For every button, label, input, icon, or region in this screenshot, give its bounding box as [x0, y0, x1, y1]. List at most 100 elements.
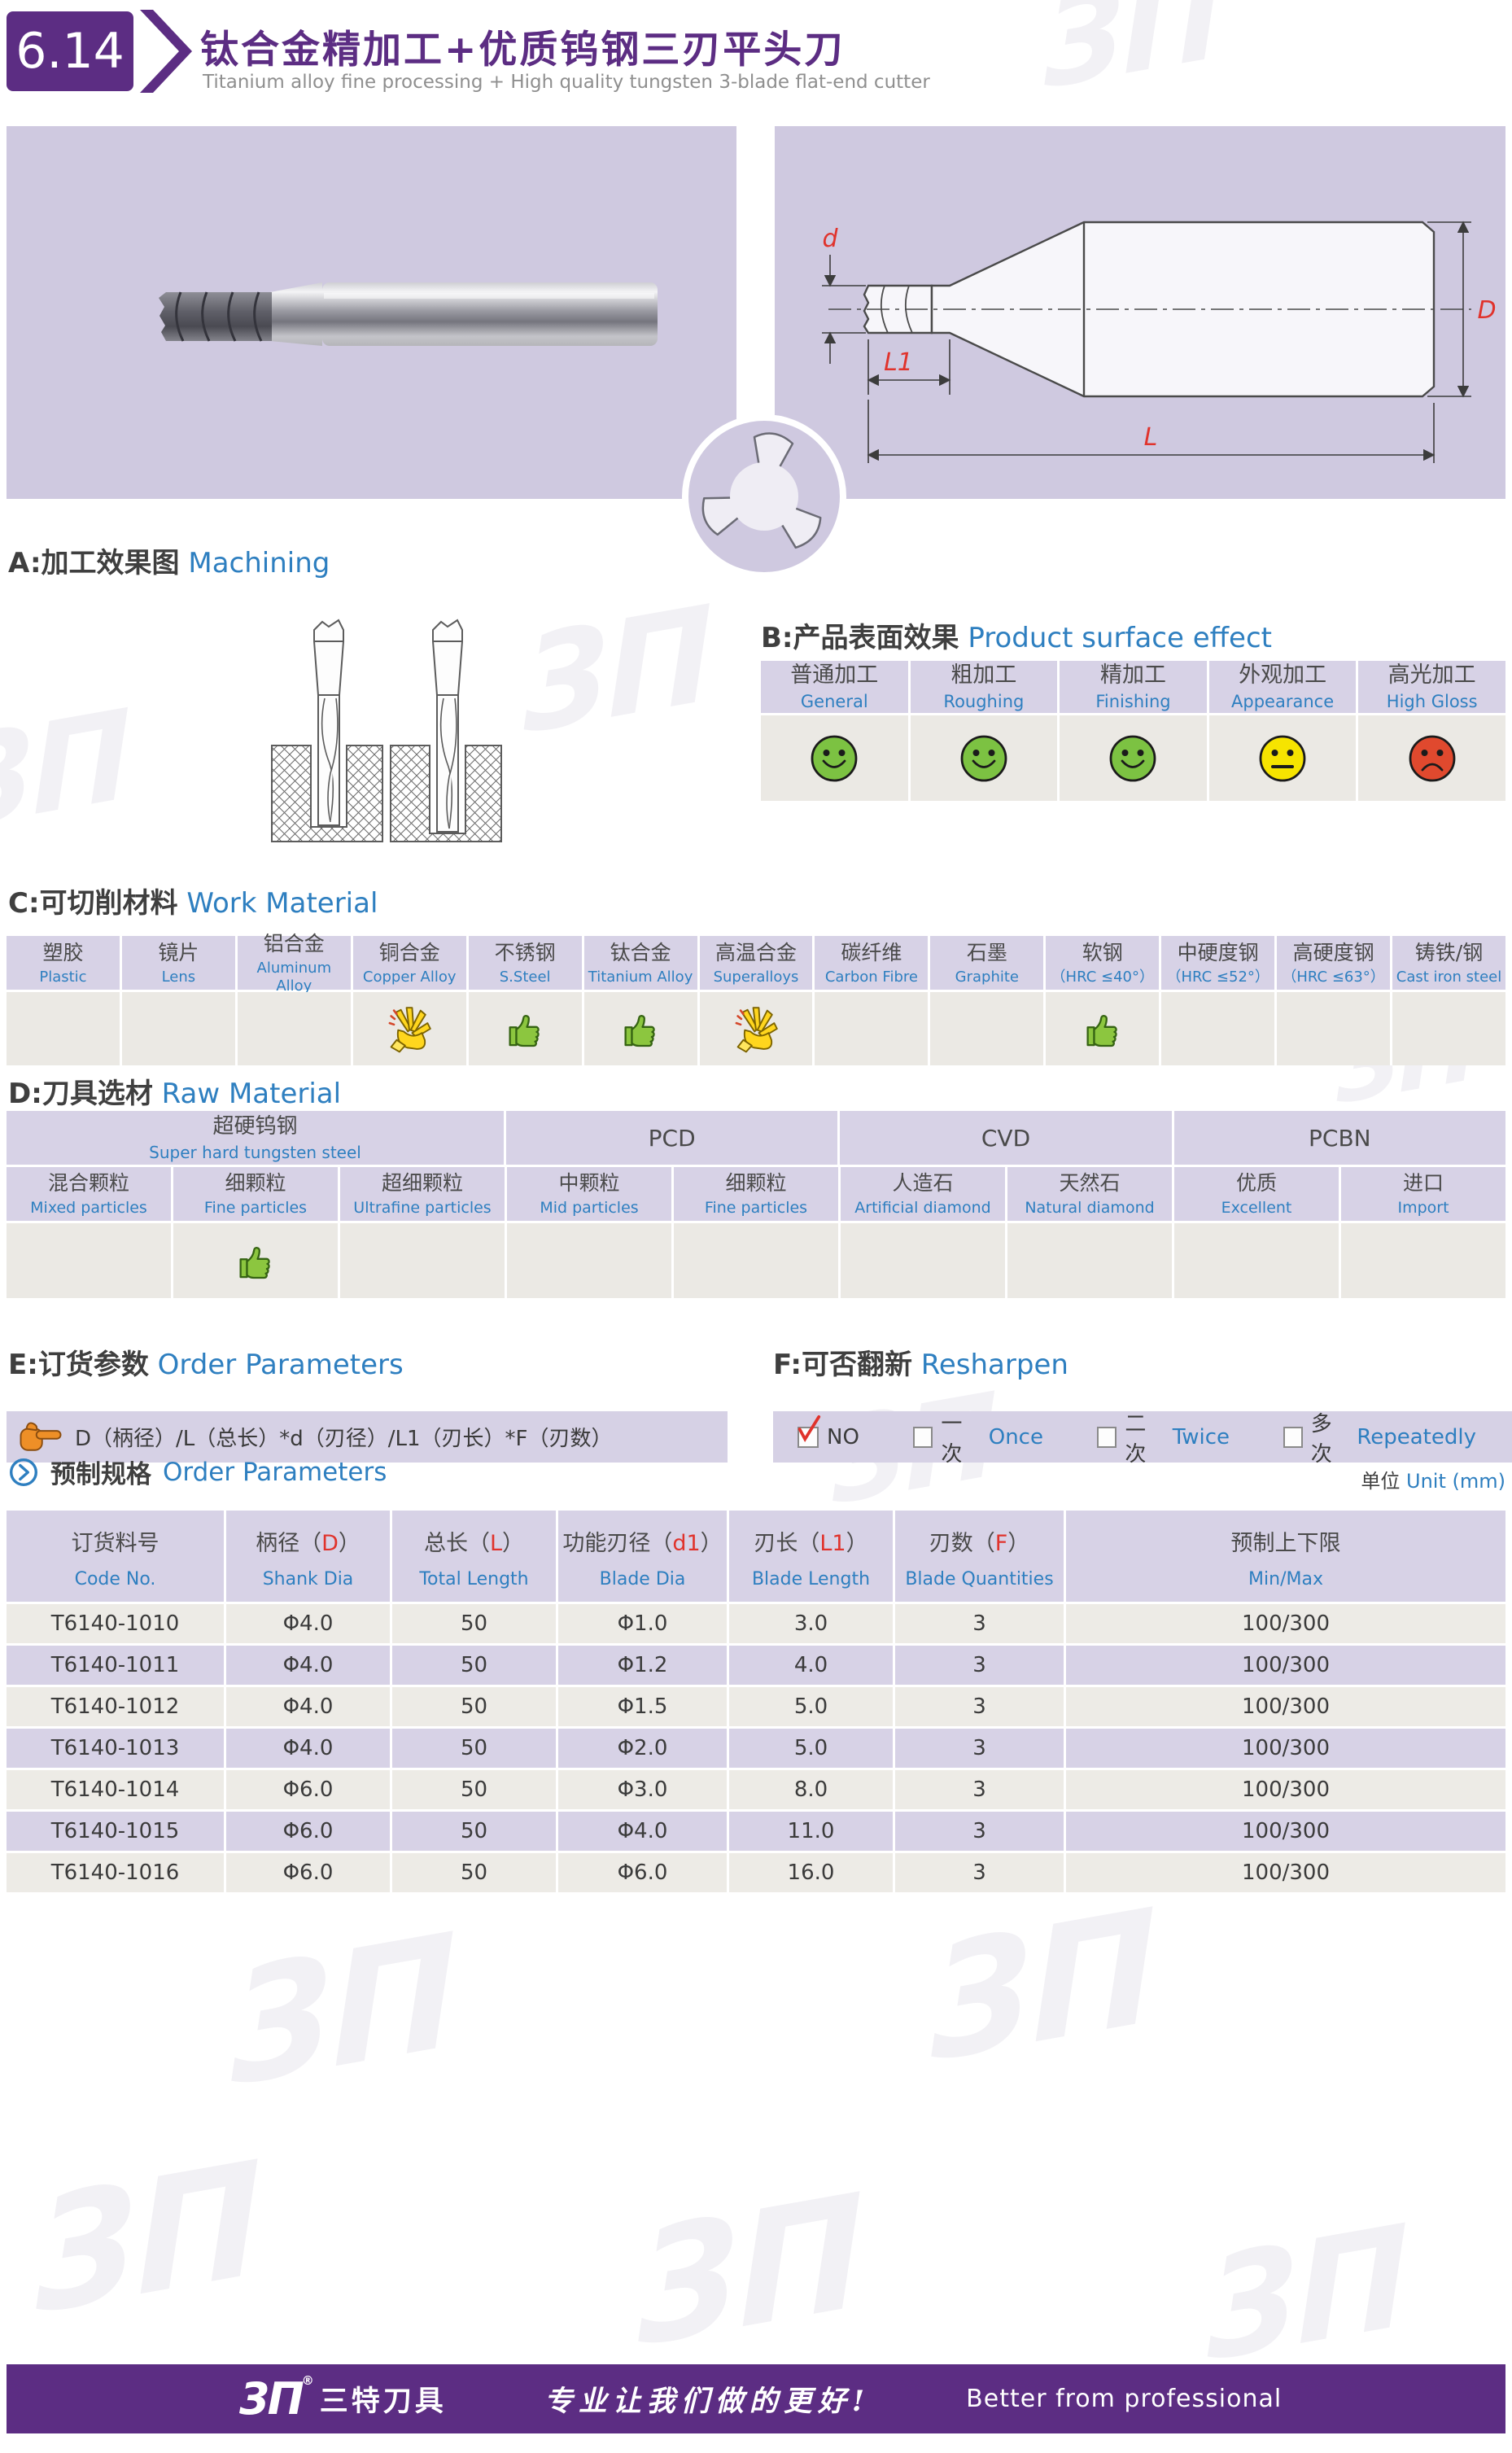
watermark-logo: 3Π: [0, 684, 130, 858]
raw-material-rating-cell: [1007, 1223, 1174, 1298]
spec-cell: T6140-1016: [7, 1853, 226, 1892]
checkbox[interactable]: [1096, 1426, 1117, 1448]
spec-cell: 16.0: [729, 1853, 895, 1892]
work-material-column-header: 软钢 （HRC ≤40°）: [1046, 936, 1162, 990]
spec-column-header: 订货料号 Code No.: [7, 1511, 226, 1602]
raw-material-group-header: PCBN: [1173, 1111, 1505, 1165]
dim-label-d: d: [822, 225, 838, 253]
surface-effect-rating-cell: [1358, 715, 1505, 801]
table-row: T6140-1012 Φ4.0 50 Φ1.5 5.0 3 100/300: [7, 1687, 1505, 1729]
surface-effect-column-header: 精加工 Finishing: [1060, 661, 1209, 713]
spec-cell: Φ1.0: [558, 1604, 729, 1643]
spec-heading-cn: 预制规格: [50, 1460, 151, 1489]
surface-effect-rating-cell: [761, 715, 911, 801]
surface-effect-body-row: [761, 715, 1505, 801]
surface-effect-column-header: 普通加工 General: [761, 661, 911, 713]
smiley-happy-icon: [1110, 735, 1156, 781]
footer-bar: 3Π® 三特刀具 专业让我们做的更好! Better from professi…: [7, 2364, 1505, 2433]
raw-material-group-header: 超硬钨钢 Super hard tungsten steel: [7, 1111, 506, 1165]
checkbox[interactable]: [1283, 1426, 1303, 1448]
watermark-logo: 3Π: [1040, 0, 1221, 117]
page-subtitle: Titanium alloy fine processing + High qu…: [203, 72, 930, 93]
spec-cell: T6140-1014: [7, 1770, 226, 1809]
spec-column-header: 总长（L） Total Length: [392, 1511, 558, 1602]
surface-effect-column-header: 高光加工 High Gloss: [1358, 661, 1505, 713]
section-e-title: E:订货参数 Order Parameters: [8, 1342, 404, 1382]
section-d-title-cn: D:刀具选材: [8, 1078, 153, 1110]
spec-cell: Φ4.0: [558, 1812, 729, 1851]
work-material-rating-cell: [352, 992, 469, 1065]
work-material-column-header: 高硬度钢 （HRC ≤63°）: [1277, 936, 1393, 990]
spec-heading-en: Order Parameters: [163, 1457, 387, 1487]
work-material-column-header: 铸铁/钢 Cast iron steel: [1392, 936, 1505, 990]
work-material-column-header: 石墨 Graphite: [930, 936, 1047, 990]
spec-cell: 3: [895, 1604, 1066, 1643]
watermark-logo: 3Π: [633, 2160, 863, 2382]
work-material-rating-cell: [1392, 992, 1505, 1065]
spec-cell: 3.0: [729, 1604, 895, 1643]
work-material-rating-cell: [1277, 992, 1393, 1065]
section-f-title: F:可否翻新 Resharpen: [773, 1342, 1068, 1382]
spec-cell: 50: [392, 1646, 558, 1685]
spec-cell: T6140-1013: [7, 1729, 226, 1768]
raw-material-rating-cell: [1174, 1223, 1341, 1298]
work-material-header-row: 塑胶 Plastic 镜片 Lens 铝合金 Aluminum Alloy 铜合…: [7, 932, 1505, 995]
thumbs-up-icon: [624, 1015, 655, 1047]
spec-column-header: 柄径（D） Shank Dia: [226, 1511, 392, 1602]
spec-cell: Φ6.0: [558, 1853, 729, 1892]
raw-material-header-row: 混合颗粒 Mixed particles 细颗粒 Fine particles …: [7, 1167, 1505, 1223]
footer-slogan-cn: 专业让我们做的更好!: [544, 2385, 871, 2418]
smiley-happy-icon: [960, 735, 1007, 781]
spec-cell: Φ2.0: [558, 1729, 729, 1768]
spec-cell: 5.0: [729, 1729, 895, 1768]
spec-cell: 8.0: [729, 1770, 895, 1809]
page-number-badge: 6.14: [7, 11, 133, 91]
spec-cell: 100/300: [1066, 1604, 1505, 1643]
work-material-rating-cell: [1161, 992, 1278, 1065]
spec-cell: 50: [392, 1604, 558, 1643]
work-material-rating-cell: [237, 992, 353, 1065]
work-material-rating-cell: [1046, 992, 1162, 1065]
thumbs-up-icon: [239, 1247, 270, 1279]
raw-material-column-header: 超细颗粒 Ultrafine particles: [340, 1167, 507, 1221]
spec-cell: 5.0: [729, 1687, 895, 1726]
surface-effect-header-row: 普通加工 General 粗加工 Roughing 精加工 Finishing …: [761, 661, 1505, 715]
resharpen-option-label-en: Repeatedly: [1357, 1424, 1476, 1450]
order-parameter-bar: D（柄径）/L（总长）*d（刃径）/L1（刃长）*F（刃数）: [7, 1411, 728, 1463]
table-row: T6140-1010 Φ4.0 50 Φ1.0 3.0 3 100/300: [7, 1604, 1505, 1646]
section-c-title-cn: C:可切削材料: [8, 887, 178, 920]
work-material-column-header: 铝合金 Aluminum Alloy: [237, 932, 353, 995]
section-b-title-cn: B:产品表面效果: [761, 622, 959, 654]
spec-cell: 50: [392, 1853, 558, 1892]
table-row: T6140-1013 Φ4.0 50 Φ2.0 5.0 3 100/300: [7, 1729, 1505, 1770]
work-material-column-header: 镜片 Lens: [121, 936, 238, 990]
raw-material-rating-cell: [173, 1223, 340, 1298]
spec-cell: 50: [392, 1687, 558, 1726]
resharpen-option-label-cn: 二次: [1125, 1411, 1147, 1467]
resharpen-option: 二次 Twice: [1096, 1407, 1230, 1467]
resharpen-option: 多次 Repeatedly: [1283, 1407, 1476, 1467]
section-b-title-en: Product surface effect: [968, 622, 1272, 654]
spec-cell: 3: [895, 1853, 1066, 1892]
surface-effect-rating-cell: [1060, 715, 1209, 801]
spec-cell: 100/300: [1066, 1687, 1505, 1726]
raw-material-column-header: 混合颗粒 Mixed particles: [7, 1167, 173, 1221]
raw-material-group-row: 超硬钨钢 Super hard tungsten steel PCD CVD P…: [7, 1111, 1505, 1167]
raw-material-group-header: CVD: [840, 1111, 1174, 1165]
work-material-column-header: 塑胶 Plastic: [7, 936, 122, 990]
dim-label-D: D: [1477, 296, 1496, 325]
section-a-title-en: Machining: [188, 547, 330, 579]
spec-cell: 11.0: [729, 1812, 895, 1851]
spec-cell: Φ6.0: [226, 1812, 392, 1851]
raw-material-column-header: 进口 Import: [1341, 1167, 1505, 1221]
checkbox[interactable]: [912, 1426, 933, 1448]
surface-effect-rating-cell: [910, 715, 1060, 801]
surface-effect-column-header: 外观加工 Appearance: [1208, 661, 1359, 713]
spec-cell: T6140-1015: [7, 1812, 226, 1851]
circle-arrow-icon: [10, 1458, 37, 1486]
section-c-title: C:可切削材料 Work Material: [8, 881, 378, 920]
raw-material-column-header: 优质 Excellent: [1174, 1167, 1341, 1221]
table-row: T6140-1011 Φ4.0 50 Φ1.2 4.0 3 100/300: [7, 1646, 1505, 1687]
section-b-title: B:产品表面效果 Product surface effect: [761, 615, 1272, 655]
work-material-rating-cell: [7, 992, 122, 1065]
